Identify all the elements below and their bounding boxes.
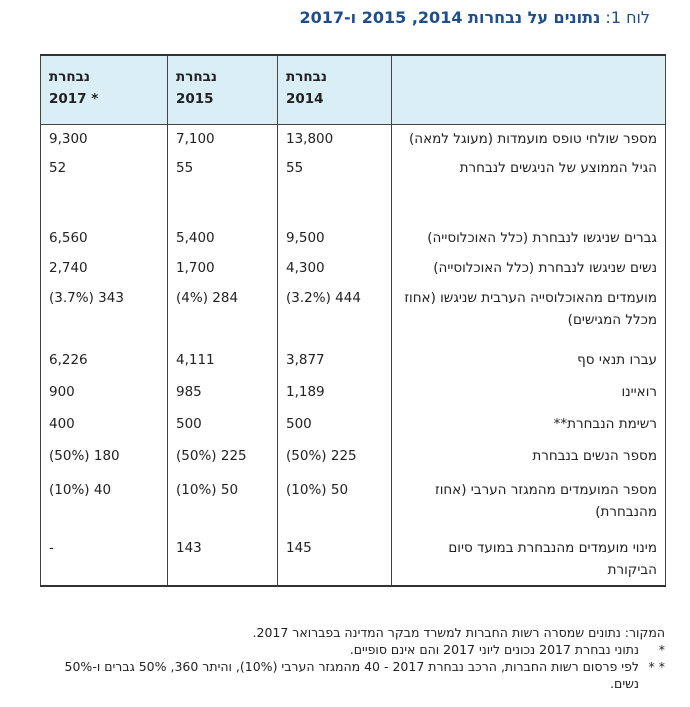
cell-2014: 1,189 [277, 378, 392, 410]
row-desc: עברו תנאי סף [391, 346, 666, 378]
header-2017-line1: נבחרת [49, 69, 90, 85]
cell-2017: - [40, 534, 168, 587]
cell-2017: 900 [40, 378, 168, 410]
header-2017-line2: * 2017 [49, 91, 99, 107]
table-row: מינוי מועמדים מהנבחרת במועד סיום הביקורת… [40, 534, 666, 587]
row-desc: רשימת הנבחרת** [391, 410, 666, 442]
table-row: גברים שניגשו לנבחרת (כלל האוכלוסייה) 9,5… [40, 224, 666, 254]
header-2017: נבחרת * 2017 [40, 54, 168, 125]
header-2015: נבחרת 2015 [167, 54, 278, 125]
row-desc: מספר המועמדים מהמגזר הערבי (אחוז מהנבחרת… [391, 476, 666, 534]
cell-2014: 225 (50%) [277, 442, 392, 476]
header-2015-line1: נבחרת [176, 69, 217, 85]
table-row: מספר המועמדים מהמגזר הערבי (אחוז מהנבחרת… [40, 476, 666, 534]
row-desc: מינוי מועמדים מהנבחרת במועד סיום הביקורת [391, 534, 666, 587]
row-desc: רואיינו [391, 378, 666, 410]
row-desc: נשים שניגשו לנבחרת (כלל האוכלוסייה) [391, 254, 666, 284]
cell-2014: 444 (3.2%) [277, 284, 392, 346]
table-title-text: נתונים על נבחרות 2014, 2015 ו-2017 [299, 8, 601, 27]
table-row: מועמדים מהאוכלוסייה הערבית שניגשו (אחוז … [40, 284, 666, 346]
table-row: רואיינו 1,189 985 900 [40, 378, 666, 410]
table-row: מספר הנשים בנבחרת 225 (50%) 225 (50%) 18… [40, 442, 666, 476]
cell-2017: 9,300 [40, 124, 168, 154]
cell-2015: 500 [167, 410, 278, 442]
footnotes: המקור: נתונים שמסרה רשות החברות למשרד מב… [40, 624, 665, 692]
cell-2014: 145 [277, 534, 392, 587]
cell-2014: 3,877 [277, 346, 392, 378]
table-number: לוח 1: [605, 8, 650, 27]
header-row: נבחרת 2014 נבחרת 2015 נבחרת * 2017 [40, 54, 666, 125]
cell-2015: 284 (4%) [167, 284, 278, 346]
cell-2017: 6,226 [40, 346, 168, 378]
source-note: המקור: נתונים שמסרה רשות החברות למשרד מב… [252, 625, 665, 640]
cell-2015: 50 (10%) [167, 476, 278, 534]
cell-2017: 343 (3.7%) [40, 284, 168, 346]
header-2015-line2: 2015 [176, 91, 214, 107]
cell-2015: 5,400 [167, 224, 278, 254]
row-desc: מספר הנשים בנבחרת [391, 442, 666, 476]
header-2014-line2: 2014 [286, 91, 324, 107]
row-desc: מועמדים מהאוכלוסייה הערבית שניגשו (אחוז … [391, 284, 666, 346]
row-desc: גברים שניגשו לנבחרת (כלל האוכלוסייה) [391, 224, 666, 254]
footnote-1-mark: * [658, 642, 665, 657]
cell-2015: 225 (50%) [167, 442, 278, 476]
footnote-2-mark: * * [648, 659, 665, 674]
header-desc [391, 54, 666, 125]
cell-2017: 180 (50%) [40, 442, 168, 476]
cell-2017: 52 [40, 154, 168, 224]
row-desc: הגיל הממוצע של הניגשים לנבחרת [391, 154, 666, 224]
footnote-2: * * לפי פרסום רשות החברות, הרכב נבחרת 20… [40, 658, 665, 692]
cell-2015: 55 [167, 154, 278, 224]
cell-2015: 985 [167, 378, 278, 410]
cell-2014: 500 [277, 410, 392, 442]
cell-2017: 400 [40, 410, 168, 442]
header-2014: נבחרת 2014 [277, 54, 392, 125]
table-row: מספר שולחי טופס מועמדות (מעוגל למאה) 13,… [40, 124, 666, 154]
cell-2017: 40 (10%) [40, 476, 168, 534]
table-row: הגיל הממוצע של הניגשים לנבחרת 55 55 52 [40, 154, 666, 224]
footnote-2-text: לפי פרסום רשות החברות, הרכב נבחרת 2017 -… [64, 659, 639, 691]
table-row: עברו תנאי סף 3,877 4,111 6,226 [40, 346, 666, 378]
cell-2014: 55 [277, 154, 392, 224]
data-table: נבחרת 2014 נבחרת 2015 נבחרת * 2017 מספר … [40, 54, 666, 587]
cell-2014: 4,300 [277, 254, 392, 284]
cell-2014: 13,800 [277, 124, 392, 154]
footnote-1-text: נתוני נבחרת 2017 נכונים ליוני 2017 והם א… [349, 642, 639, 657]
table-title: לוח 1: נתונים על נבחרות 2014, 2015 ו-201… [40, 8, 651, 27]
cell-2014: 9,500 [277, 224, 392, 254]
cell-2015: 1,700 [167, 254, 278, 284]
cell-2017: 6,560 [40, 224, 168, 254]
header-2014-line1: נבחרת [286, 69, 327, 85]
footnote-1: * נתוני נבחרת 2017 נכונים ליוני 2017 והם… [40, 641, 665, 658]
table-row: נשים שניגשו לנבחרת (כלל האוכלוסייה) 4,30… [40, 254, 666, 284]
cell-2014: 50 (10%) [277, 476, 392, 534]
cell-2015: 4,111 [167, 346, 278, 378]
cell-2015: 7,100 [167, 124, 278, 154]
row-desc: מספר שולחי טופס מועמדות (מעוגל למאה) [391, 124, 666, 154]
table-row: רשימת הנבחרת** 500 500 400 [40, 410, 666, 442]
cell-2015: 143 [167, 534, 278, 587]
cell-2017: 2,740 [40, 254, 168, 284]
